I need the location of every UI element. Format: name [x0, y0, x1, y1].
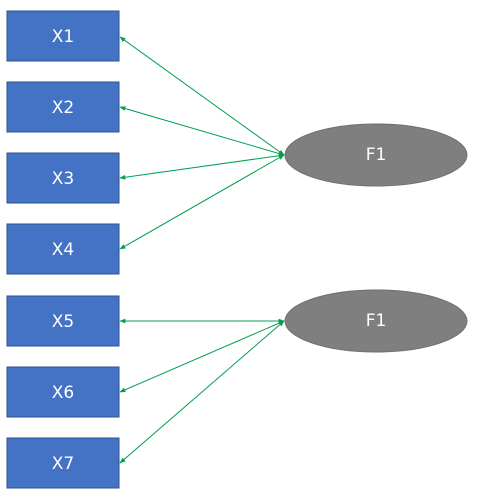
edge-f1-x2	[119, 106, 285, 156]
factor-top-label: F1	[366, 145, 387, 165]
indicator-x7[interactable]: X7	[6, 437, 120, 489]
factor-top[interactable]: F1	[284, 123, 468, 187]
edge-f1b-x7	[119, 320, 285, 464]
indicator-x2[interactable]: X2	[6, 81, 120, 133]
indicator-x2-label: X2	[52, 98, 74, 118]
indicator-x6-label: X6	[52, 383, 74, 403]
indicator-x3[interactable]: X3	[6, 152, 120, 204]
edges-layer	[119, 36, 285, 464]
factor-bottom-label: F1	[366, 311, 387, 331]
indicator-x1-label: X1	[52, 27, 74, 47]
indicator-x4-label: X4	[52, 240, 74, 260]
indicator-x6[interactable]: X6	[6, 366, 120, 418]
edge-f1-x3	[119, 153, 285, 180]
indicator-x1[interactable]: X1	[6, 10, 120, 62]
factor-bottom[interactable]: F1	[284, 289, 468, 353]
edge-f1-x4	[119, 154, 285, 250]
indicator-x4[interactable]: X4	[6, 223, 120, 275]
edge-f1b-x6	[119, 320, 285, 393]
edge-f1-x1	[119, 36, 285, 156]
indicator-x5[interactable]: X5	[6, 295, 120, 347]
indicator-x3-label: X3	[52, 169, 74, 189]
indicator-x7-label: X7	[52, 454, 74, 474]
indicator-x5-label: X5	[52, 312, 74, 332]
